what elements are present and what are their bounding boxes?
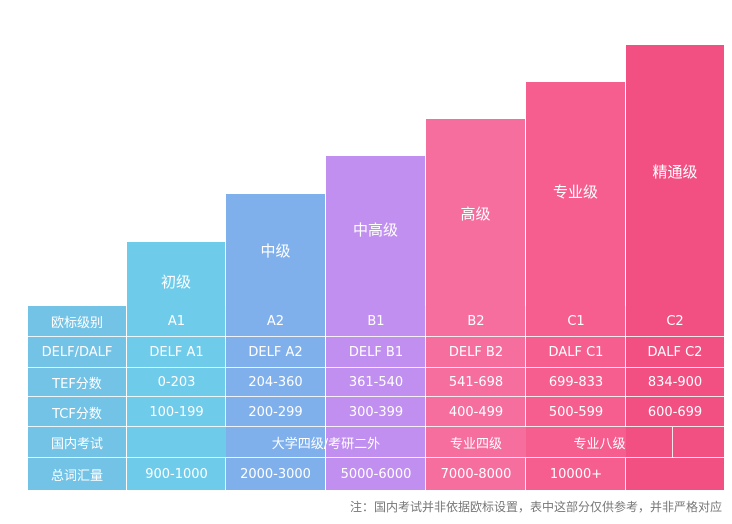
- level-block-upper-intermediate: 中高级: [326, 156, 425, 306]
- table-cell: B2: [467, 314, 485, 329]
- grid-line: [525, 458, 526, 490]
- table-cell-cet: 大学四级/考研二外: [271, 437, 381, 452]
- table-cell: 204-360: [248, 375, 303, 390]
- table-cell: 10000+: [549, 466, 603, 482]
- table-cell: B1: [367, 314, 385, 329]
- table-cell: 0-203: [157, 375, 196, 390]
- grid-line: [225, 306, 226, 427]
- grid-line: [225, 458, 226, 490]
- table-cell-tem8: 专业八级: [573, 437, 626, 452]
- table-cell: 2000-3000: [240, 466, 311, 482]
- table-cell: DALF C1: [548, 345, 604, 360]
- grid-line: [325, 458, 326, 490]
- table-cell: 200-299: [248, 404, 303, 420]
- table-cell: 300-399: [348, 404, 404, 420]
- level-label: 初级: [160, 273, 191, 291]
- level-label: 中级: [260, 242, 291, 260]
- grid-line: [325, 306, 326, 427]
- grid-line: [126, 306, 127, 490]
- level-block-advanced: 高级: [426, 119, 525, 306]
- table-row-tcf: TCF分数 100-199 200-299 300-399 400-499 50…: [28, 397, 724, 427]
- table-cell: 699-833: [548, 375, 604, 390]
- grid-line: [28, 367, 724, 368]
- table-cell: 361-540: [348, 375, 404, 390]
- table-cell: 5000-6000: [340, 466, 412, 482]
- table-cell: 7000-8000: [440, 466, 512, 482]
- footnote: 注：国内考试并非依据欧标设置，表中这部分仅供参考，并非严格对应: [349, 500, 722, 514]
- table-cell: 541-698: [448, 375, 504, 390]
- row-header: TEF分数: [52, 377, 102, 392]
- table-cell: 900-1000: [145, 466, 208, 482]
- grid-line: [425, 306, 426, 490]
- level-label: 专业级: [552, 183, 598, 201]
- row-header: TCF分数: [52, 406, 102, 422]
- grid-line: [28, 396, 724, 397]
- level-block-professional: 专业级: [526, 82, 625, 306]
- row-header: 国内考试: [50, 437, 103, 452]
- table-cell: 100-199: [149, 404, 204, 420]
- level-label: 精通级: [652, 163, 698, 181]
- level-block-mastery: 精通级: [626, 45, 724, 306]
- table-cell: DELF B1: [348, 345, 404, 360]
- table-cell: 400-499: [448, 404, 504, 420]
- table-row-delf: DELF/DALF DELF A1 DELF A2 DELF B1 DELF B…: [28, 337, 724, 368]
- table-cell: C2: [666, 314, 684, 329]
- table-cell: DELF A1: [149, 345, 204, 360]
- table-cell: 500-599: [548, 404, 604, 420]
- level-label: 高级: [460, 205, 491, 223]
- grid-line: [625, 306, 626, 427]
- table-cell: A1: [167, 314, 186, 329]
- grid-line: [625, 458, 626, 490]
- table-row-vocab: 总词汇量 900-1000 2000-3000 5000-6000 7000-8…: [28, 458, 724, 490]
- table-row-domestic: 国内考试 大学四级/考研二外 专业四级 专业八级: [28, 427, 724, 458]
- row-header: DELF/DALF: [41, 345, 113, 360]
- table-cell: 834-900: [647, 375, 703, 390]
- level-block-intermediate: 中级: [226, 194, 325, 306]
- table-cell: A2: [266, 314, 285, 329]
- table-cell: DELF A2: [248, 345, 303, 360]
- table-row-tef: TEF分数 0-203 204-360 361-540 541-698 699-…: [28, 368, 724, 397]
- table-cell: 600-699: [647, 404, 703, 420]
- grid-line: [28, 336, 724, 337]
- grid-line: [28, 426, 724, 427]
- table-cell: C1: [567, 314, 585, 329]
- grid-line: [672, 427, 673, 458]
- table-cell: DALF C2: [647, 345, 703, 360]
- row-header: 总词汇量: [50, 468, 103, 484]
- table-cell: DELF B2: [448, 345, 504, 360]
- grid-line: [28, 457, 724, 458]
- level-block-beginner: 初级: [127, 242, 225, 306]
- grid-line: [525, 306, 526, 427]
- row-header: 欧标级别: [50, 316, 103, 331]
- table-row-cefr: 欧标级别 A1 A2 B1 B2 C1 C2: [28, 306, 724, 337]
- table-cell-tem4: 专业四级: [449, 437, 502, 452]
- level-label: 中高级: [352, 221, 398, 239]
